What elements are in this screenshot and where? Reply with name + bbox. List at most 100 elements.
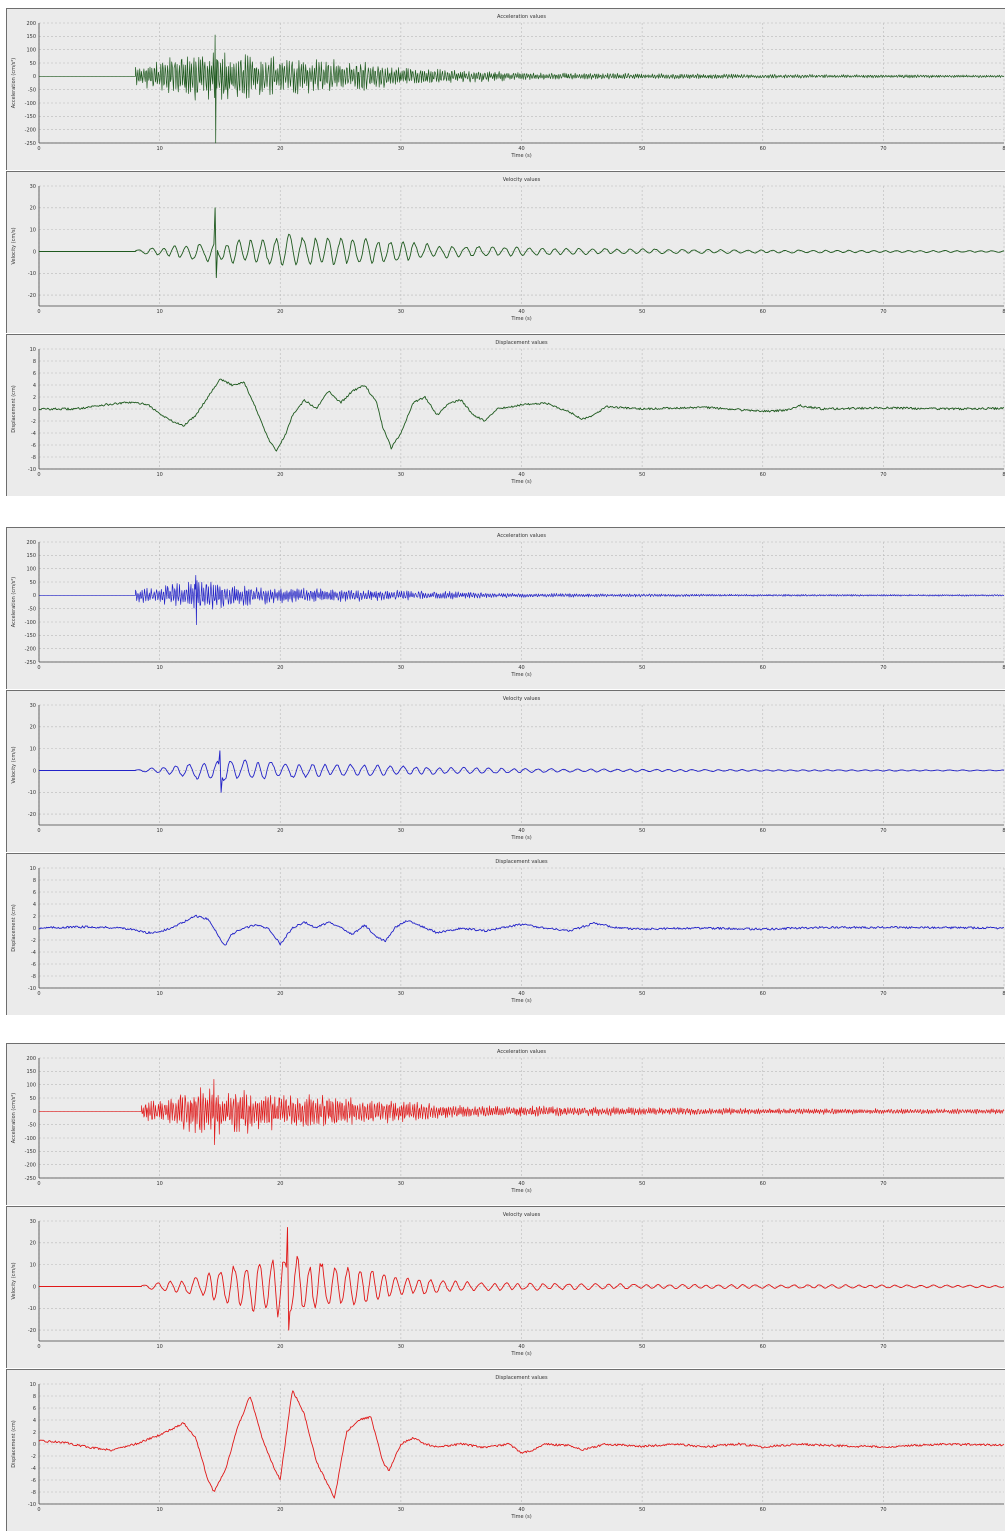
x-tick-label: 50 <box>639 665 645 671</box>
y-axis-label: Velocity (cm/s) <box>11 746 17 783</box>
x-tick-label: 8 <box>1002 309 1005 315</box>
y-tick-label: -150 <box>25 114 36 120</box>
y-tick-label: 10 <box>30 1262 36 1268</box>
chart-svg: Acceleration values200150100500-50-100-1… <box>11 14 1005 159</box>
x-tick-label: 50 <box>639 991 645 997</box>
y-tick-label: -10 <box>28 1502 36 1508</box>
displacement-chart: Displacement values 10 8 6 4 2 0 -2 -4 -6 -8 -10 0 10… <box>6 853 1005 1015</box>
series-line <box>39 34 1005 144</box>
y-tick-label: -20 <box>28 812 36 818</box>
x-tick-label: 70 <box>880 665 886 671</box>
series-line <box>39 207 1005 279</box>
y-tick-label: -6 <box>31 443 36 449</box>
y-tick-label: 150 <box>26 1069 36 1075</box>
y-tick-label: 4 <box>33 902 36 908</box>
y-tick-label: 200 <box>26 540 36 546</box>
x-tick-label: 70 <box>880 828 886 834</box>
y-tick-label: 6 <box>33 371 36 377</box>
y-tick-label: -250 <box>25 141 36 147</box>
y-tick-label: 50 <box>30 580 36 586</box>
x-tick-label: 60 <box>760 665 766 671</box>
y-tick-label: -8 <box>31 1490 36 1496</box>
x-axis-label: Time (s) <box>510 672 531 678</box>
y-tick-label: -250 <box>25 1176 36 1182</box>
x-tick-label: 30 <box>398 665 404 671</box>
x-axis-label: Time (s) <box>510 153 531 159</box>
y-tick-label: -100 <box>25 101 36 107</box>
y-tick-label: -8 <box>31 974 36 980</box>
series-line <box>39 378 1005 452</box>
x-tick-label: 30 <box>398 1344 404 1350</box>
x-tick-label: 70 <box>880 1507 886 1513</box>
acceleration-chart: Acceleration values 200 150 100 50 0 -50 -100 -1… <box>6 527 1005 689</box>
x-tick-label: 10 <box>156 828 162 834</box>
x-tick-label: 30 <box>398 828 404 834</box>
y-tick-label: -50 <box>28 606 36 612</box>
x-axis-label: Time (s) <box>510 316 531 322</box>
y-tick-label: 10 <box>30 1382 36 1388</box>
x-tick-label: 10 <box>156 1344 162 1350</box>
chart-svg: Acceleration values200150100500-50-100-1… <box>11 533 1005 678</box>
y-axis-label: Velocity (cm/s) <box>11 1262 17 1299</box>
y-tick-label: -20 <box>28 1328 36 1334</box>
x-tick-label: 50 <box>639 828 645 834</box>
x-tick-label: 20 <box>277 665 283 671</box>
y-tick-label: -2 <box>31 419 36 425</box>
y-axis-label: Acceleration (cm/s²) <box>11 577 17 628</box>
x-tick-label: 30 <box>398 991 404 997</box>
y-tick-label: 10 <box>30 347 36 353</box>
x-tick-label: 8 <box>1002 472 1005 478</box>
x-tick-label: 8 <box>1002 828 1005 834</box>
series-line <box>39 750 1005 793</box>
x-tick-label: 60 <box>760 828 766 834</box>
record-2: Acceleration values 200 150 100 50 0 -50 -100 -1… <box>6 527 1005 1015</box>
x-tick-label: 0 <box>37 309 40 315</box>
y-tick-label: 100 <box>26 47 36 53</box>
y-tick-label: -150 <box>25 633 36 639</box>
acceleration-chart: Acceleration values 200 150 100 50 0 -50 -100 -1… <box>6 8 1005 170</box>
x-tick-label: 20 <box>277 1181 283 1187</box>
x-tick-label: 20 <box>277 309 283 315</box>
chart-title: Velocity values <box>503 1212 541 1218</box>
y-tick-label: 100 <box>26 566 36 572</box>
x-tick-label: 30 <box>398 1507 404 1513</box>
x-tick-label: 60 <box>760 991 766 997</box>
y-tick-label: 4 <box>33 1418 36 1424</box>
x-tick-label: 20 <box>277 146 283 152</box>
y-tick-label: 0 <box>33 1284 36 1290</box>
y-axis-label: Acceleration (cm/s²) <box>11 58 17 109</box>
chart-title: Acceleration values <box>497 533 546 539</box>
chart-svg: Acceleration values200150100500-50-100-1… <box>11 1049 1005 1194</box>
y-tick-label: 30 <box>30 184 36 190</box>
series-line <box>39 574 1005 626</box>
y-tick-label: 200 <box>26 1056 36 1062</box>
x-tick-label: 20 <box>277 1344 283 1350</box>
x-tick-label: 40 <box>518 309 524 315</box>
y-tick-label: 20 <box>30 725 36 731</box>
x-tick-label: 60 <box>760 146 766 152</box>
velocity-chart: Velocity values 30 20 10 0 -10 -20 0 10 20 30 40 50 6… <box>6 690 1005 852</box>
y-tick-label: -50 <box>28 87 36 93</box>
x-tick-label: 60 <box>760 1507 766 1513</box>
x-tick-label: 30 <box>398 146 404 152</box>
y-tick-label: 200 <box>26 21 36 27</box>
x-tick-label: 40 <box>518 1507 524 1513</box>
chart-title: Acceleration values <box>497 1049 546 1055</box>
chart-svg: Velocity values 30 20 10 0 -10 -20 0 10 20 30 40 50 6… <box>11 696 1005 841</box>
x-tick-label: 10 <box>156 1181 162 1187</box>
x-tick-label: 30 <box>398 1181 404 1187</box>
y-tick-label: -10 <box>28 986 36 992</box>
x-tick-label: 30 <box>398 472 404 478</box>
y-tick-label: 0 <box>33 593 36 599</box>
y-tick-label: -10 <box>28 790 36 796</box>
y-tick-label: 150 <box>26 34 36 40</box>
y-tick-label: -50 <box>28 1122 36 1128</box>
y-axis-label: Displacement (cm) <box>11 385 17 433</box>
y-tick-label: 0 <box>33 1109 36 1115</box>
y-axis-label: Acceleration (cm/s²) <box>11 1093 17 1144</box>
y-tick-label: -6 <box>31 962 36 968</box>
chart-svg: Velocity values 30 20 10 0 -10 -20 0 10 20 30 40 50 6… <box>11 177 1005 322</box>
series-line <box>39 1078 1005 1146</box>
chart-title: Velocity values <box>503 696 541 702</box>
